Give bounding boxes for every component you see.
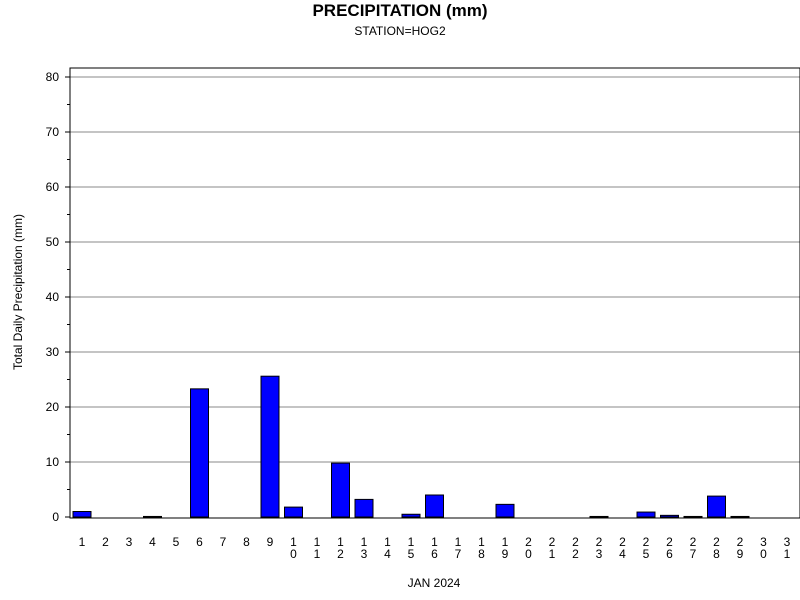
y-tick-label: 70 [46,125,60,139]
x-tick-label: 8 [243,535,250,549]
x-tick-label: 4 [149,535,156,549]
y-tick-label: 50 [46,235,60,249]
bar-day-23 [589,515,609,518]
bar-day-12 [331,462,350,518]
bar-day-10 [284,506,303,518]
bar-day-29 [730,515,750,518]
y-tick-label: 30 [46,345,60,359]
chart-subtitle: STATION=HOG2 [354,24,446,38]
bar-day-28 [707,495,726,518]
grid-lines [70,76,800,463]
x-axis-title: JAN 2024 [408,576,461,590]
x-tick-label: 6 [196,535,203,549]
x-tick-label: 2 [102,535,109,549]
x-tick-label: 3 [126,535,133,549]
y-tick-label: 80 [46,70,60,84]
bar-day-9 [260,375,280,518]
y-tick-label: 60 [46,180,60,194]
bar-day-13 [354,498,374,518]
bar-day-1 [72,511,92,518]
bar-day-15 [401,513,421,518]
y-tick-label: 0 [52,510,59,524]
plot-area [69,67,800,519]
y-tick-label: 20 [46,400,60,414]
y-axis: 0 10 20 30 40 50 60 70 80 [46,70,70,524]
bar-day-4 [143,515,162,518]
bars [72,375,750,518]
bar-day-6 [190,388,209,518]
x-axis: 1 2 3 4 5 6 7 8 9 1 01 11 21 31 41 51 61 71 81 92 02 12 22 32 42… [79,535,791,561]
y-tick-label: 10 [46,455,60,469]
bar-day-19 [495,503,515,518]
x-tick-label: 9 [267,535,274,549]
bar-day-27 [683,515,703,518]
x-tick-label: 5 [173,535,180,549]
x-tick-label: 7 [220,535,227,549]
bar-day-26 [660,514,679,518]
bar-day-25 [636,511,656,518]
chart-title: PRECIPITATION (mm) [312,1,488,20]
x-tick-label: 1 [79,535,86,549]
y-tick-label: 40 [46,290,60,304]
y-axis-title: Total Daily Precipitation (mm) [11,214,25,370]
bar-day-16 [425,494,444,518]
